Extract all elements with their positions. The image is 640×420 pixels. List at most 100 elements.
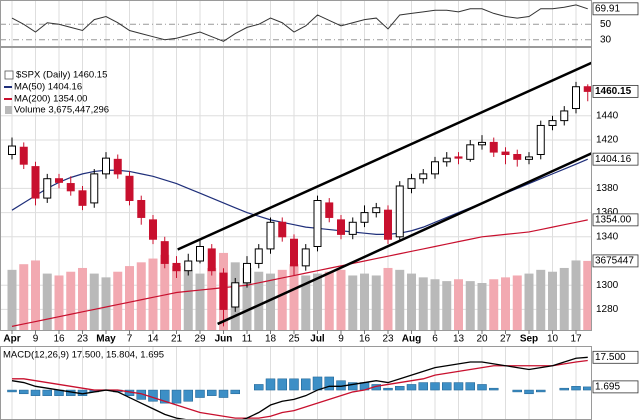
- volume-bar: [407, 273, 416, 330]
- macd-histogram-bar: [171, 389, 182, 404]
- candle-body: [407, 178, 416, 189]
- price-panel: [0, 48, 592, 330]
- candle-body: [90, 173, 99, 204]
- volume-bar: [524, 273, 534, 330]
- candle-body: [55, 178, 63, 183]
- candle-body: [184, 260, 193, 272]
- volume-bar: [465, 281, 475, 330]
- candle-body: [137, 199, 146, 218]
- candle-body: [149, 219, 157, 240]
- candle-body: [219, 272, 228, 310]
- volume-bar: [289, 264, 299, 330]
- volume-bar: [89, 273, 99, 330]
- candle-body: [78, 190, 87, 206]
- trendline: [217, 151, 592, 326]
- volume-bar: [148, 258, 158, 330]
- macd-histogram-bar: [289, 378, 299, 391]
- volume-bar: [136, 262, 146, 330]
- candle-body: [31, 166, 40, 199]
- volume-bar: [336, 269, 346, 330]
- volume-bar: [101, 277, 111, 330]
- macd-histogram-bar: [277, 378, 287, 391]
- moving-average-line: [11, 219, 588, 327]
- macd-histogram-bar: [477, 384, 487, 391]
- value-marker-label: 69.91: [595, 3, 620, 14]
- volume-bar: [559, 267, 569, 330]
- value-marker-box: [592, 2, 639, 16]
- candle-body: [266, 221, 275, 250]
- macd-macd-line: [11, 356, 588, 420]
- value-marker-label: 1354.00: [595, 215, 632, 226]
- candle-body: [337, 219, 345, 235]
- value-marker-box: [592, 380, 639, 394]
- macd-histogram-bar: [524, 389, 534, 395]
- macd-histogram-bar: [42, 389, 52, 396]
- volume-bar: [301, 275, 311, 330]
- candle-body: [172, 262, 181, 272]
- y-tick-label: 30: [600, 34, 612, 45]
- macd-histogram-bar: [418, 382, 428, 391]
- candle-body: [560, 110, 569, 122]
- macd-histogram-bar: [406, 384, 417, 391]
- candle-body: [583, 86, 592, 92]
- x-tick-label: 27: [500, 334, 512, 345]
- volume-bar: [125, 266, 134, 330]
- candle-body: [384, 209, 392, 240]
- volume-bar: [78, 267, 87, 330]
- volume-bar: [512, 275, 522, 330]
- candle-body: [254, 248, 263, 264]
- x-tick-label: 23: [77, 334, 89, 345]
- macd-histogram-bar: [230, 389, 240, 395]
- rsi-panel: [0, 1, 592, 46]
- macd-legend: MACD(12,26,9) 17.500, 15.804, 1.695: [3, 350, 164, 361]
- macd-histogram-bar: [324, 376, 334, 391]
- candle-body: [8, 145, 16, 156]
- value-marker-label: 1404.16: [595, 154, 632, 165]
- x-tick-label: 11: [242, 334, 253, 345]
- macd-histogram-bar: [254, 384, 264, 391]
- value-marker-label: 1.695: [595, 382, 620, 393]
- macd-histogram-bar: [583, 386, 592, 391]
- candle-body: [278, 221, 287, 238]
- x-tick-label: 13: [453, 334, 465, 345]
- macd-histogram-bar: [207, 389, 217, 396]
- legend-ma200: MA(200) 1354.00: [14, 94, 87, 105]
- macd-panel: [7, 347, 592, 420]
- value-marker-box: [592, 254, 639, 268]
- x-tick-label: 9: [338, 334, 344, 345]
- y-tick-label: 50: [600, 19, 612, 30]
- volume-bar: [371, 275, 381, 330]
- x-tick-label: 21: [171, 334, 183, 345]
- x-tick-label: Sep: [520, 334, 538, 345]
- volume-bar: [254, 271, 264, 330]
- candle-body: [548, 120, 557, 126]
- candle-body: [348, 221, 357, 235]
- candle-body: [313, 199, 322, 247]
- legend-ma50: MA(50) 1404.16: [14, 82, 82, 93]
- x-tick-label: Apr: [3, 334, 20, 345]
- candle-body: [466, 144, 475, 160]
- y-tick-label: 1420: [596, 135, 619, 146]
- candle-body: [431, 161, 439, 175]
- volume-bar: [360, 273, 369, 330]
- x-tick-label: 10: [547, 334, 559, 345]
- x-tick-label: 17: [570, 334, 582, 345]
- candle-body: [525, 156, 533, 160]
- x-tick-label: May: [96, 334, 116, 345]
- macd-histogram-bar: [30, 389, 41, 396]
- y-tick-label: 1440: [596, 110, 619, 121]
- x-tick-label: 9: [33, 334, 39, 345]
- volume-bar: [183, 269, 193, 330]
- candle-body: [231, 282, 240, 308]
- macd-histogram-bar: [536, 389, 546, 393]
- macd-histogram-bar: [183, 389, 193, 402]
- volume-bar: [54, 275, 64, 330]
- x-tick-label: 23: [382, 334, 394, 345]
- volume-bar: [548, 271, 557, 330]
- volume-bar: [19, 264, 29, 330]
- macd-histogram-bar: [348, 382, 358, 391]
- candle-body: [19, 146, 28, 165]
- candle-body: [325, 202, 334, 218]
- candle-body: [196, 245, 204, 262]
